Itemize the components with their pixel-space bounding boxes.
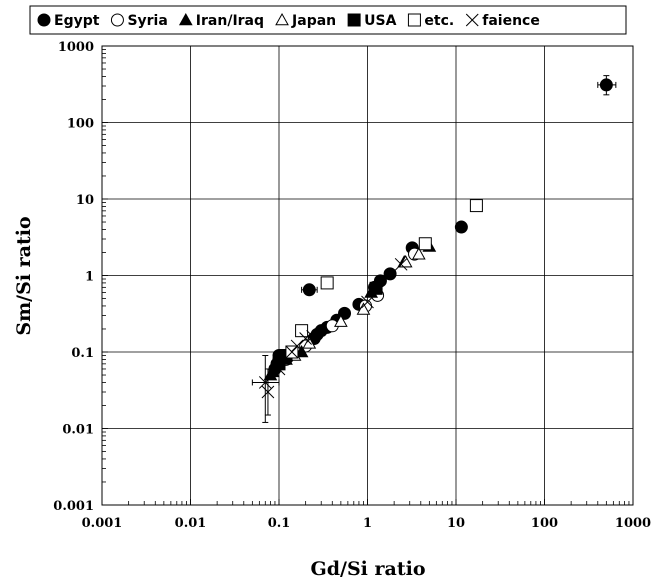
legend-item-etc: etc. [407,13,454,29]
legend-item-usa: USA [347,13,397,29]
point-etc [469,199,483,213]
y-tick-label: 1 [85,270,94,285]
x-tick-label: 1000 [615,516,651,531]
point-egypt [383,267,397,281]
x-tick-label: 0.001 [82,516,123,531]
point-iran-iraq [294,344,309,358]
point-egypt [302,283,316,297]
y-tick-label: 100 [67,117,94,132]
legend-marker-usa [347,13,361,27]
point-faience [258,376,272,389]
cross-stroke [299,332,312,345]
y-tick-label: 0.001 [53,499,94,514]
legend-label-japan: Japan [291,13,336,29]
legend-marker-faience [465,13,479,27]
legend-marker-japan [275,12,289,26]
legend-label-usa: USA [364,13,396,29]
legend-item-faience: faience [465,13,540,29]
point-faience [285,345,299,359]
cross-stroke [394,257,408,271]
point-faience [361,295,374,309]
point-usa [272,357,286,371]
legend-label-etc: etc. [424,13,454,29]
x-tick-label: 10 [447,516,465,531]
point-faience [299,332,312,345]
x-tick-label: 100 [531,516,558,531]
y-tick-labels: 0.001 0.01 0.1 1 10 100 1000 [53,40,94,514]
cross-stroke [258,376,272,389]
legend-label-faience: faience [482,13,540,29]
y-tick-label: 10 [76,193,94,208]
point-japan [334,314,348,327]
point-faience [306,330,320,343]
cross-stroke [290,339,304,353]
gridlines [102,46,633,505]
x-tick-labels: 0.001 0.01 0.1 1 10 100 1000 [82,516,651,531]
legend-marker-egypt [37,13,51,27]
y-axis-title: Sm/Si ratio [13,216,35,335]
cross-stroke [361,295,374,309]
x-axis-title: Gd/Si ratio [311,558,426,580]
cross-stroke [306,330,320,343]
legend-item-egypt: Egypt [37,13,100,29]
legend-label-egypt: Egypt [54,13,100,29]
point-faience [290,339,304,353]
y-tick-label: 1000 [58,40,94,55]
x-tick-label: 0.1 [268,516,291,531]
legend-marker-iran-iraq [178,12,193,26]
legend-label-syria: Syria [127,13,167,29]
point-japan [411,247,426,260]
point-egypt [599,78,613,92]
cross-stroke [465,13,479,27]
cross-stroke [261,385,275,399]
point-faience [272,362,286,376]
point-faience [261,385,275,399]
point-egypt [454,220,468,234]
data-points [258,78,613,399]
y-tick-label: 0.01 [62,423,94,438]
legend-item-iran-iraq: Iran/Iraq [178,12,264,29]
cross-stroke [272,362,286,376]
point-faience [394,257,408,271]
legend-box [29,5,627,35]
legend-label-iran-iraq: Iran/Iraq [196,13,264,29]
cross-stroke [285,345,299,359]
legend: Egypt Syria Iran/Iraq Japan USA etc. faience [29,5,627,35]
point-etc [320,276,334,290]
legend-marker-etc [407,13,421,27]
point-japan [398,254,413,268]
point-usa [369,281,383,295]
y-tick-label: 0.1 [71,346,94,361]
x-tick-label: 0.01 [175,516,207,531]
legend-item-japan: Japan [275,12,336,29]
minor-ticks [101,49,630,506]
legend-item-syria: Syria [110,13,168,29]
x-tick-label: 1 [363,516,372,531]
point-etc [418,237,432,251]
legend-marker-syria [110,13,124,27]
point-japan [356,302,371,315]
